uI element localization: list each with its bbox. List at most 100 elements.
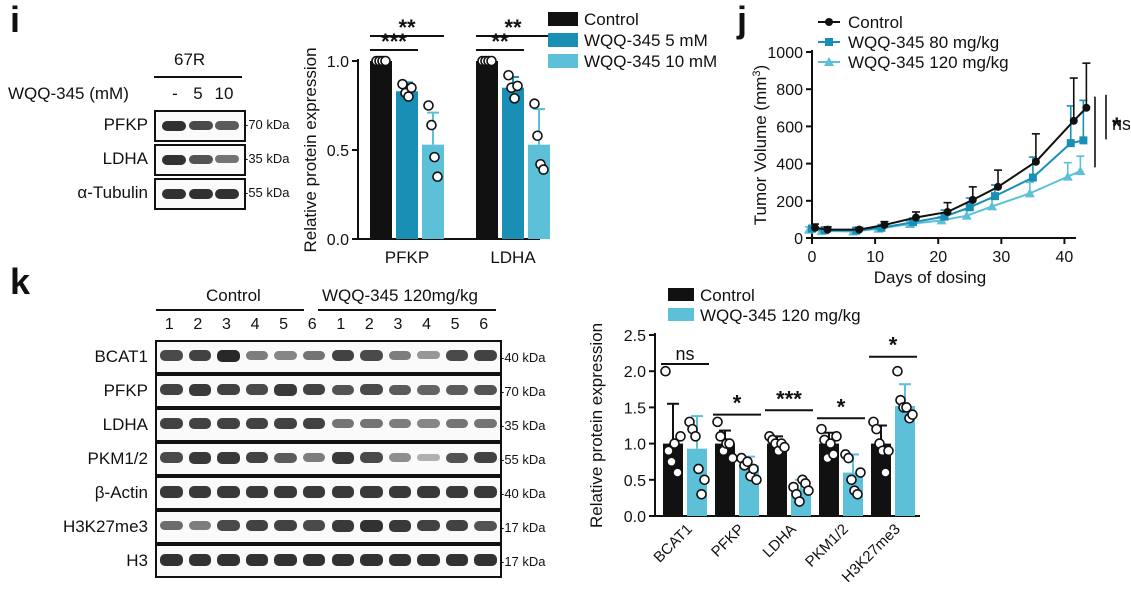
blot-band bbox=[331, 520, 355, 532]
data-point bbox=[940, 212, 949, 221]
kda-marker: -35 kDa bbox=[500, 418, 546, 433]
blot-band bbox=[274, 351, 297, 360]
blot-band bbox=[331, 350, 355, 362]
blot-band bbox=[188, 486, 212, 498]
blot-band bbox=[360, 554, 383, 566]
y-axis-title: Relative protein expression bbox=[587, 323, 606, 528]
chart-k-protein-expression: 0.0 0.5 1.0 1.5 2.0 2.5 Relative protein expre… bbox=[587, 286, 920, 586]
cell-line-label: 67R bbox=[174, 50, 206, 69]
data-point bbox=[1066, 139, 1075, 148]
blot-band bbox=[302, 453, 326, 462]
data-point bbox=[968, 195, 977, 204]
data-point bbox=[660, 365, 671, 377]
blot-band bbox=[217, 384, 240, 396]
blot-band bbox=[474, 418, 497, 429]
legend-label: WQQ-345 5 mM bbox=[584, 31, 708, 50]
legend-marker bbox=[825, 18, 833, 26]
data-point bbox=[696, 488, 707, 500]
data-point bbox=[811, 223, 819, 232]
bar bbox=[895, 405, 915, 516]
data-point bbox=[429, 151, 440, 163]
significance-label: ns bbox=[675, 344, 694, 364]
legend-swatch bbox=[548, 33, 578, 47]
y-tick-label: 1000 bbox=[767, 45, 803, 62]
data-point bbox=[432, 171, 443, 182]
data-point bbox=[852, 488, 863, 500]
data-point bbox=[987, 201, 998, 211]
blot-band bbox=[245, 351, 269, 360]
data-point bbox=[803, 485, 814, 496]
blot-band bbox=[274, 554, 297, 566]
bar bbox=[370, 61, 392, 239]
blot-band bbox=[274, 384, 297, 396]
legend-label: WQQ-345 120 mg/kg bbox=[848, 53, 1009, 72]
blot-band bbox=[274, 418, 297, 430]
blot-band bbox=[302, 384, 326, 396]
significance-label: ** bbox=[398, 15, 416, 40]
x-tick-label: LDHA bbox=[760, 521, 800, 561]
data-point bbox=[715, 431, 726, 442]
data-point bbox=[503, 69, 514, 81]
blot-band bbox=[474, 350, 497, 362]
blot-row-label: PFKP bbox=[103, 381, 148, 400]
panel-label-i: i bbox=[10, 0, 21, 40]
y-tick-label: 1.0 bbox=[624, 437, 646, 454]
blot-band bbox=[417, 520, 440, 532]
blot-band bbox=[445, 520, 469, 532]
lane-number: 4 bbox=[250, 316, 260, 333]
blot-strip bbox=[154, 144, 246, 176]
x-tick-label: PKM1/2 bbox=[802, 521, 852, 571]
significance-label: *** bbox=[381, 29, 407, 54]
data-point bbox=[406, 82, 417, 93]
blot-band bbox=[188, 554, 212, 566]
data-point bbox=[742, 456, 753, 467]
blot-band bbox=[302, 554, 326, 566]
blot-band bbox=[331, 486, 355, 498]
bar bbox=[396, 91, 418, 239]
blot-band bbox=[388, 384, 412, 395]
group-bar bbox=[156, 309, 304, 311]
kda-marker: -70 kDa bbox=[244, 117, 290, 132]
blot-band bbox=[417, 486, 440, 498]
x-tick-label: 20 bbox=[929, 249, 947, 266]
y-tick-label: 0.5 bbox=[624, 473, 646, 490]
kda-marker: -70 kDa bbox=[500, 384, 546, 399]
dose-label: 10 bbox=[214, 84, 234, 103]
data-point bbox=[855, 467, 866, 478]
data-point bbox=[883, 445, 894, 457]
data-point bbox=[512, 80, 523, 92]
data-point bbox=[397, 78, 408, 90]
data-point bbox=[892, 365, 903, 377]
data-point bbox=[943, 207, 952, 216]
data-point bbox=[380, 55, 391, 67]
data-point bbox=[1024, 188, 1035, 198]
data-point bbox=[880, 220, 889, 229]
data-point bbox=[666, 456, 677, 467]
kda-marker: -35 kDa bbox=[244, 151, 290, 166]
blot-band bbox=[215, 121, 239, 130]
bar bbox=[476, 61, 498, 239]
significance-label: * bbox=[889, 333, 898, 358]
x-tick-label: PFKP bbox=[708, 521, 748, 561]
data-point bbox=[509, 93, 520, 104]
blot-band bbox=[388, 520, 412, 532]
lane-number: 6 bbox=[307, 316, 317, 333]
group-label: Control bbox=[206, 286, 261, 305]
blot-band bbox=[474, 486, 497, 498]
data-point bbox=[724, 438, 735, 449]
blot-band bbox=[188, 350, 212, 362]
blot-band bbox=[360, 418, 383, 429]
panel-label-k: k bbox=[10, 261, 31, 302]
blot-strip bbox=[155, 442, 502, 476]
x-axis-title: Days of dosing bbox=[874, 268, 986, 287]
data-point bbox=[1069, 116, 1078, 125]
blot-band bbox=[417, 384, 440, 395]
data-point bbox=[712, 416, 723, 428]
blot-row-label: LDHA bbox=[102, 149, 148, 168]
blot-band bbox=[388, 351, 412, 360]
blot-band bbox=[388, 486, 412, 498]
blot-band bbox=[474, 554, 497, 566]
blot-band bbox=[274, 520, 297, 532]
blot-band bbox=[474, 520, 497, 531]
legend-label: WQQ-345 10 mM bbox=[584, 52, 717, 71]
